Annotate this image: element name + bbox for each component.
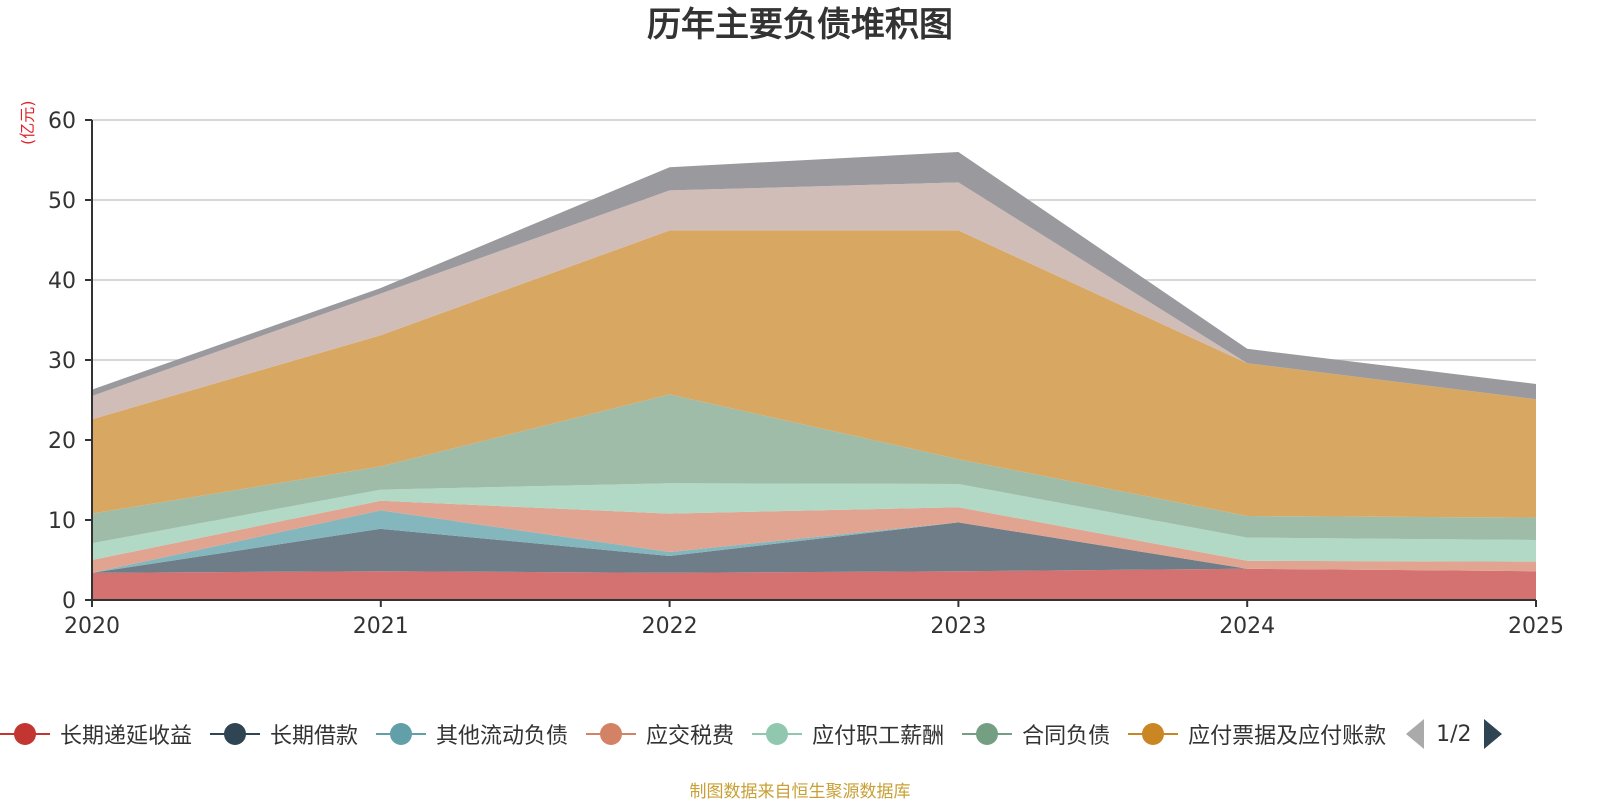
area-series-0[interactable] [92,568,1536,600]
legend-item[interactable]: 其他流动负债 [376,718,568,750]
legend-prev-page-button[interactable] [1406,719,1425,749]
legend-marker-icon [0,722,50,746]
chart-title: 历年主要负债堆积图 [647,5,953,45]
source-note: 制图数据来自恒生聚源数据库 [689,782,911,802]
area-series-8[interactable] [92,152,1536,400]
x-tick-label: 2025 [1508,614,1564,639]
legend-marker-icon [376,722,427,746]
x-tick-label: 2024 [1219,614,1275,639]
y-tick-label: 20 [48,429,76,454]
legend-marker-icon [1128,722,1179,746]
legend-label: 其他流动负债 [436,724,569,749]
legend-label: 合同负债 [1022,724,1111,749]
legend-label: 长期递延收益 [60,724,193,749]
legend-item[interactable]: 合同负债 [962,718,1110,750]
x-tick-label: 2021 [353,614,409,639]
legend-marker-icon [962,722,1013,746]
legend-item[interactable]: 应付职工薪酬 [752,718,944,750]
area-series-7[interactable] [92,182,1536,420]
y-tick-label: 0 [62,589,76,614]
legend-marker-icon [210,722,261,746]
legend-marker-icon [586,722,637,746]
legend: 长期递延收益 长期借款 其他流动负债 应交税费 应付职工薪酬 合同负债 应付票据及应付账款 … [0,714,1502,754]
legend-items: 长期递延收益 长期借款 其他流动负债 应交税费 应付职工薪酬 合同负债 应付票据及应付账款 [0,718,1404,750]
legend-marker-icon [752,722,803,746]
legend-label: 应交税费 [646,724,735,749]
area-series-5[interactable] [92,394,1536,544]
area-series-6[interactable] [92,230,1536,518]
y-tick-label: 60 [48,109,76,134]
area-series-1[interactable] [92,522,1536,573]
legend-label: 应付职工薪酬 [812,724,945,749]
area-layer [92,152,1536,600]
axis-layer: 0 10 20 30 40 50 60 2020 2021 2022 2023 2024 2025 [48,109,1564,639]
legend-label: 应付票据及应付账款 [1188,724,1387,749]
legend-page-indicator: 1/2 [1436,721,1472,747]
y-tick-label: 40 [48,269,76,294]
legend-item[interactable]: 长期递延收益 [0,718,192,750]
y-axis-unit-label: (亿元) [18,100,37,146]
x-tick-label: 2023 [930,614,986,639]
y-tick-label: 10 [48,509,76,534]
legend-item[interactable]: 应付票据及应付账款 [1128,718,1386,750]
x-tick-label: 2020 [64,614,120,639]
y-tick-label: 50 [48,189,76,214]
y-tick-label: 30 [48,349,76,374]
legend-item[interactable]: 应交税费 [586,718,734,750]
legend-next-page-button[interactable] [1483,719,1502,749]
x-tick-label: 2022 [642,614,698,639]
area-series-3[interactable] [92,500,1536,573]
area-series-2[interactable] [92,510,1536,573]
legend-item[interactable]: 长期借款 [210,718,358,750]
legend-pager: 1/2 [1406,719,1502,749]
area-series-4[interactable] [92,483,1536,562]
legend-label: 长期借款 [270,724,359,749]
